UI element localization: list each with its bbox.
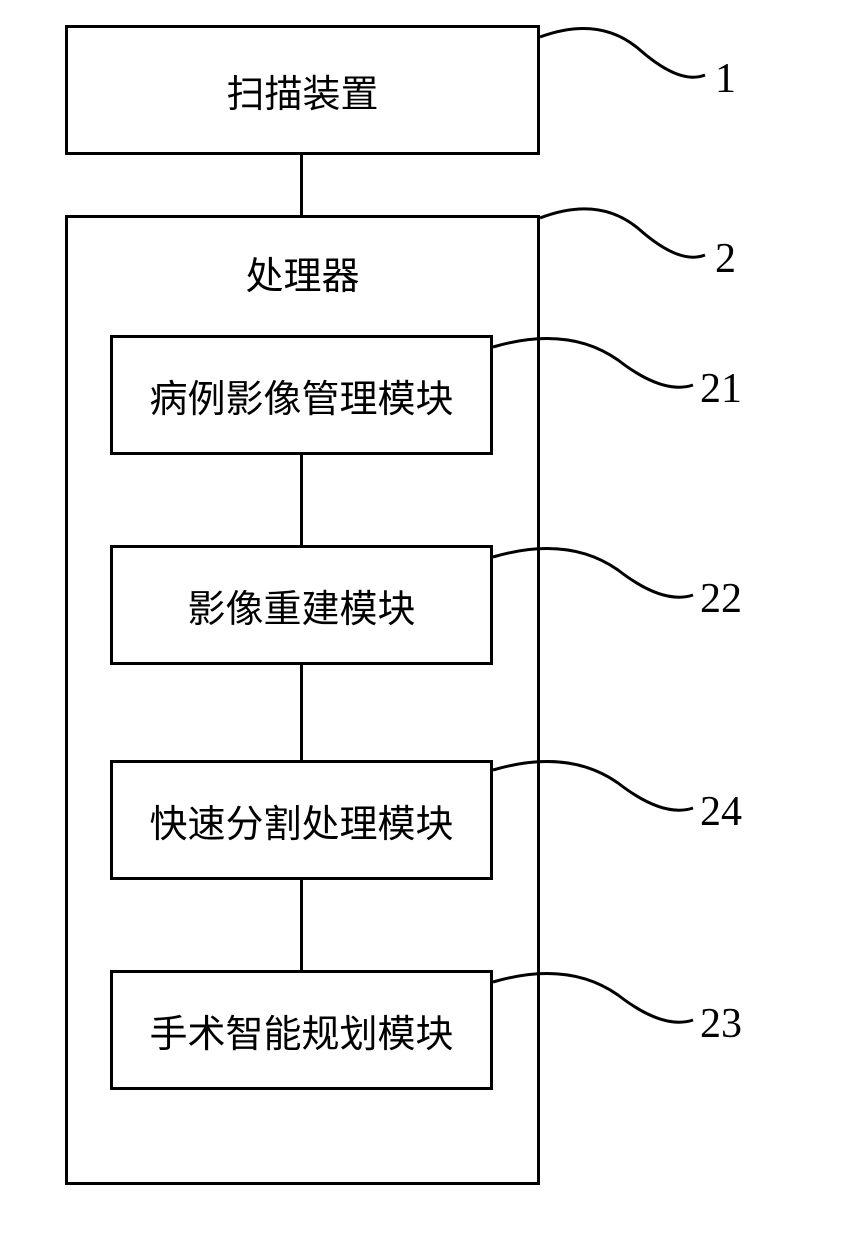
curve-4	[493, 540, 703, 620]
fast-segmentation-box: 快速分割处理模块	[110, 760, 493, 880]
curve-6	[493, 965, 703, 1045]
connector-3	[300, 665, 303, 760]
number-21: 21	[700, 365, 742, 413]
surgery-planning-label: 手术智能规划模块	[149, 1003, 453, 1058]
number-1: 1	[715, 55, 736, 103]
image-reconstruction-label: 影像重建模块	[187, 578, 415, 633]
processor-title: 处理器	[65, 245, 540, 300]
number-22: 22	[700, 575, 742, 623]
scanner-label: 扫描装置	[226, 63, 378, 118]
case-image-mgmt-box: 病例影像管理模块	[110, 335, 493, 455]
connector-2	[300, 455, 303, 545]
case-image-mgmt-label: 病例影像管理模块	[149, 368, 453, 423]
surgery-planning-box: 手术智能规划模块	[110, 970, 493, 1090]
number-23: 23	[700, 1000, 742, 1048]
number-2: 2	[715, 235, 736, 283]
connector-4	[300, 880, 303, 970]
scanner-box: 扫描装置	[65, 25, 540, 155]
fast-segmentation-label: 快速分割处理模块	[149, 793, 453, 848]
number-24: 24	[700, 788, 742, 836]
curve-5	[493, 753, 703, 833]
image-reconstruction-box: 影像重建模块	[110, 545, 493, 665]
curve-1	[540, 20, 715, 100]
connector-1	[300, 155, 303, 215]
curve-2	[540, 200, 715, 280]
curve-3	[493, 330, 703, 410]
